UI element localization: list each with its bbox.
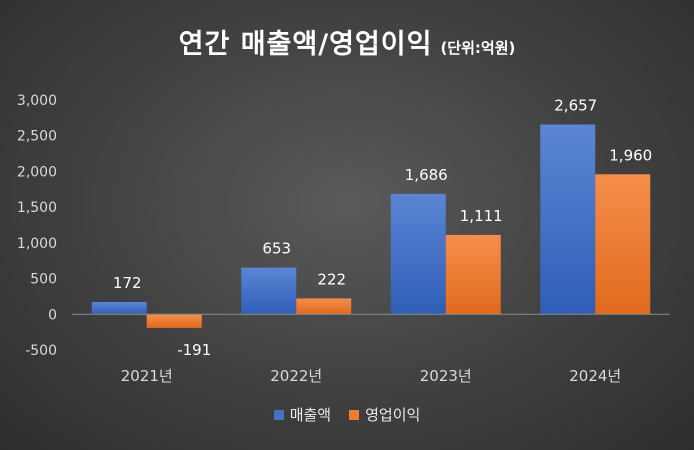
revenue-data-label: 653 xyxy=(262,240,291,258)
x-tick-label: 2021년 xyxy=(121,367,173,385)
legend-label-revenue: 매출액 xyxy=(289,406,332,424)
y-tick-label: 1,000 xyxy=(17,236,57,252)
y-tick-label: 500 xyxy=(30,272,57,288)
operating-profit-bar xyxy=(296,298,352,315)
legend-item-revenue[interactable]: 매출액 xyxy=(273,404,332,425)
legend-item-operating-profit[interactable]: 영업이익 xyxy=(349,404,420,425)
x-tick-label: 2022년 xyxy=(270,367,322,385)
revenue-data-label: 172 xyxy=(113,274,142,292)
operating-profit-data-label: -191 xyxy=(177,341,211,359)
operating-profit-bar xyxy=(595,174,651,315)
operating-profit-bar xyxy=(146,314,202,328)
y-tick-label: 1,500 xyxy=(17,200,57,216)
legend-label-operating-profit: 영업이익 xyxy=(365,406,421,424)
x-tick-label: 2023년 xyxy=(420,367,472,385)
title-main: 연간 매출액/영업이익 xyxy=(178,29,433,60)
y-tick-label: 3,000 xyxy=(17,93,57,109)
y-tick-label: 2,500 xyxy=(17,129,57,145)
revenue-bar xyxy=(540,124,596,315)
y-tick-label: 0 xyxy=(48,307,57,323)
revenue-data-label: 1,686 xyxy=(405,166,448,184)
bar-chart: -500 0 500 1,000 1,500 2,000 2,500 3,000 172 -19… xyxy=(17,93,670,385)
chart-title: 연간 매출액/영업이익 (단위:억원) xyxy=(0,22,694,61)
legend: 매출액 영업이익 xyxy=(0,404,694,425)
legend-swatch-revenue xyxy=(273,409,284,420)
operating-profit-data-label: 1,111 xyxy=(460,207,503,225)
operating-profit-data-label: 222 xyxy=(317,270,346,288)
y-tick-label: -500 xyxy=(25,343,57,359)
legend-swatch-operating-profit xyxy=(349,409,360,420)
revenue-bar xyxy=(91,302,147,315)
revenue-bar xyxy=(390,193,446,315)
title-unit: (단위:억원) xyxy=(440,39,516,57)
operating-profit-data-label: 1,960 xyxy=(609,146,652,164)
revenue-data-label: 2,657 xyxy=(554,97,597,115)
operating-profit-bar xyxy=(445,234,501,315)
revenue-bar xyxy=(241,267,297,315)
x-tick-label: 2024년 xyxy=(569,367,621,385)
y-tick-label: 2,000 xyxy=(17,164,57,180)
